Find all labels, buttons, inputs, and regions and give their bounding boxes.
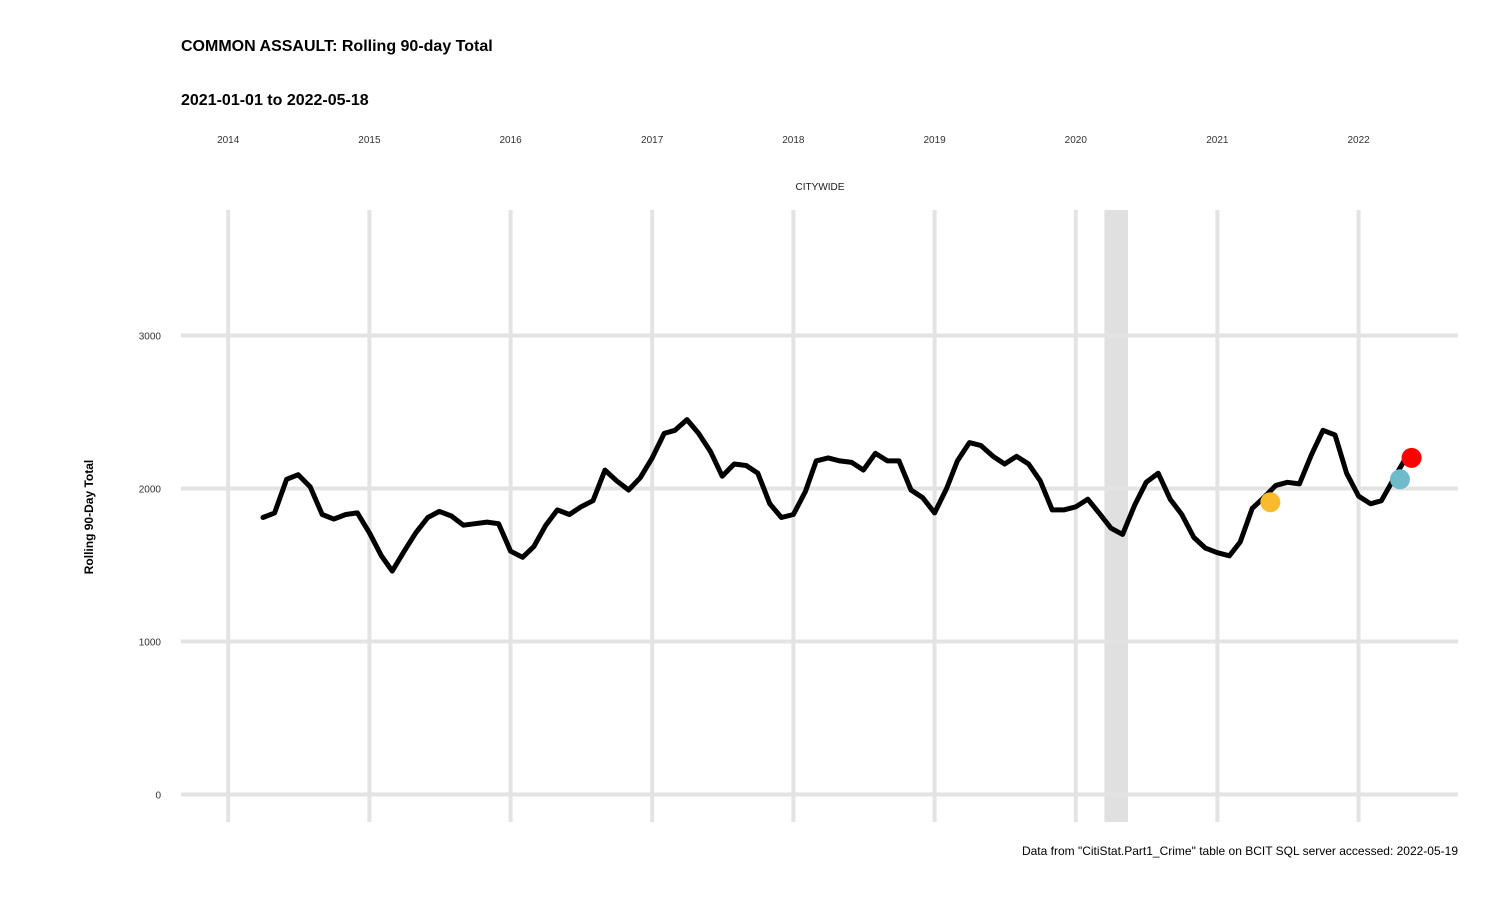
x-tick-label: 2015 (358, 135, 381, 146)
series-line (260, 417, 1415, 574)
shaded-band (1104, 210, 1129, 822)
chart-caption: Data from "CitiStat.Part1_Crime" table o… (1021, 844, 1458, 858)
x-tick-label: 2019 (923, 135, 946, 146)
y-tick-label: 3000 (139, 331, 162, 342)
y-axis-label: Rolling 90-Day Total (82, 460, 96, 574)
x-tick-label: 2016 (499, 135, 522, 146)
chart-subtitle: 2021-01-01 to 2022-05-18 (181, 92, 369, 109)
highlight-point (1401, 447, 1422, 468)
x-tick-label: 2018 (782, 135, 805, 146)
x-tick-label: 2017 (641, 135, 664, 146)
x-tick-label: 2022 (1347, 135, 1370, 146)
y-tick-label: 0 (155, 790, 161, 801)
highlight-point (1260, 492, 1281, 513)
highlight-point (1389, 469, 1410, 490)
x-tick-label: 2020 (1065, 135, 1088, 146)
y-tick-label: 1000 (139, 637, 162, 648)
y-tick-label: 2000 (139, 484, 162, 495)
facet-label: CITYWIDE (796, 182, 845, 193)
x-tick-label: 2014 (217, 135, 240, 146)
chart-title: COMMON ASSAULT: Rolling 90-day Total (181, 38, 493, 55)
x-tick-label: 2021 (1206, 135, 1229, 146)
